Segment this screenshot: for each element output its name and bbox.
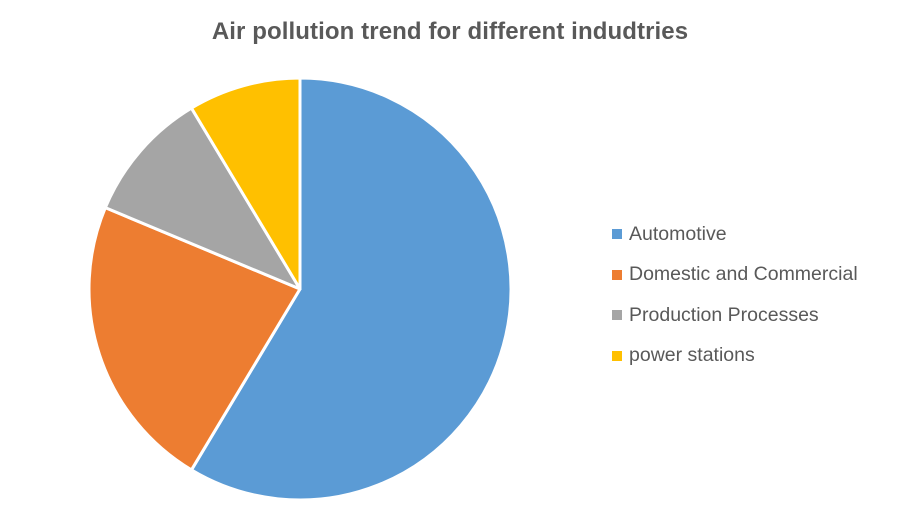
legend-item-production-processes: Production Processes <box>612 295 858 336</box>
legend-swatch <box>612 229 622 240</box>
legend-swatch <box>612 350 622 361</box>
legend-swatch <box>612 310 622 321</box>
pie-slice-automotive <box>189 76 513 502</box>
pie-slice-production-processes <box>103 106 302 291</box>
legend: Automotive Domestic and Commercial Produ… <box>612 214 858 376</box>
pie-slice-domestic-and-commercial <box>87 206 302 472</box>
legend-label: Production Processes <box>629 303 819 326</box>
legend-item-automotive: Automotive <box>612 214 858 255</box>
legend-item-domestic-and-commercial: Domestic and Commercial <box>612 255 858 296</box>
pie-slices <box>87 76 513 502</box>
legend-swatch <box>612 269 622 280</box>
legend-item-power-stations: power stations <box>612 336 858 377</box>
legend-label: Domestic and Commercial <box>629 263 858 286</box>
pie-slice-power-stations <box>189 76 302 291</box>
chart-title: Air pollution trend for different indudt… <box>211 18 689 45</box>
legend-label: Automotive <box>629 222 727 245</box>
legend-label: power stations <box>629 344 755 367</box>
